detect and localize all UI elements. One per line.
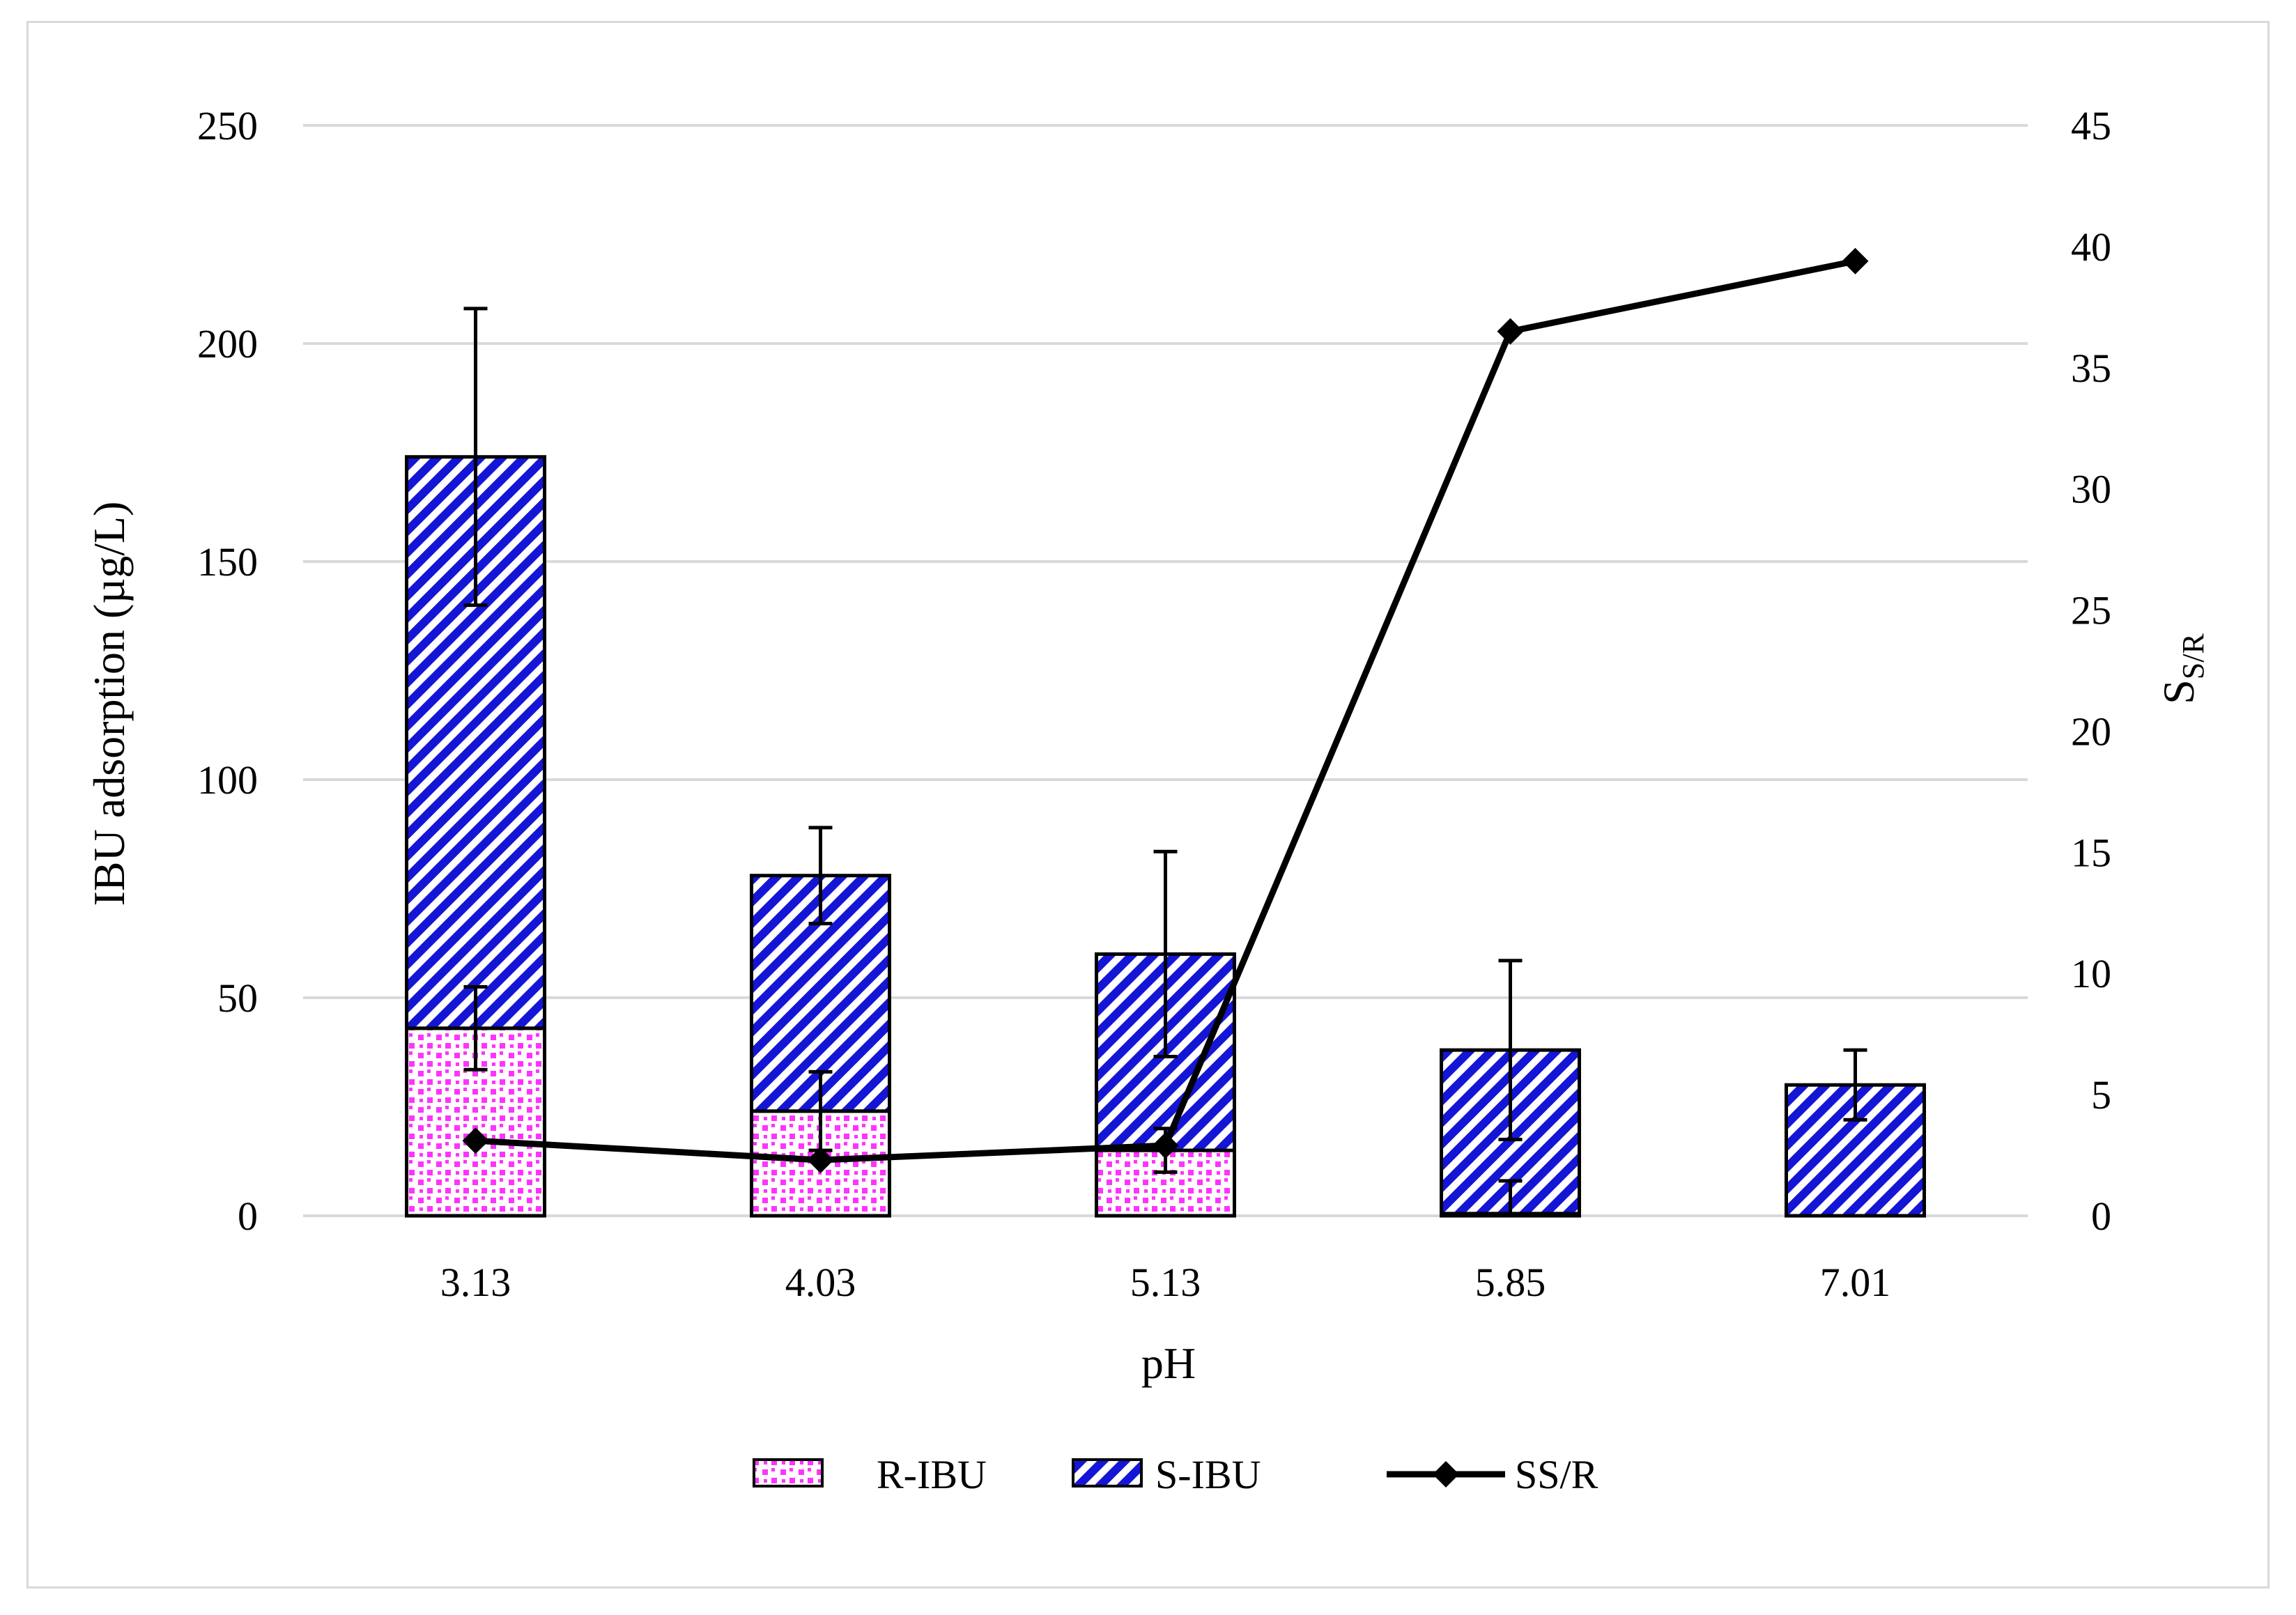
y-right-tick-label: 45: [2071, 103, 2111, 148]
y-right-tick-label: 20: [2071, 709, 2111, 754]
y-right-axis-title-main: S: [2154, 679, 2203, 704]
y-left-tick-label: 250: [197, 103, 258, 148]
axis-labels: 0 50 100 150 200 250 0 5 10 15 20 25 30 35 40 45 3.13 4.0…: [197, 103, 2111, 1305]
y-left-tick-label: 150: [197, 539, 258, 585]
y-right-axis-title-sub: S/R: [2176, 633, 2210, 680]
error-bars: [463, 307, 1867, 1218]
y-right-axis-title: SS/R: [2154, 633, 2210, 704]
y-right-tick-label: 0: [2091, 1193, 2111, 1239]
legend: R-IBU S-IBU SS/R: [753, 1452, 1598, 1497]
ratio-line: [462, 247, 1869, 1174]
ratio-marker: [807, 1147, 834, 1174]
chart-frame: [26, 21, 2270, 1589]
legend-label-r-ibu: R-IBU: [877, 1452, 987, 1497]
y-right-tick-label: 5: [2091, 1072, 2111, 1118]
legend-swatch-s-ibu: [1072, 1458, 1143, 1488]
x-axis-title: pH: [1141, 1338, 1196, 1388]
ratio-marker: [462, 1127, 489, 1154]
legend-label-ssr: SS/R: [1515, 1452, 1598, 1497]
y-right-tick-label: 15: [2071, 830, 2111, 875]
bars: [405, 455, 1926, 1218]
x-tick-label: 5.13: [1130, 1260, 1201, 1305]
y-left-tick-label: 100: [197, 757, 258, 803]
legend-swatch-r-ibu: [753, 1458, 824, 1488]
y-right-tick-label: 40: [2071, 224, 2111, 270]
x-tick-label: 4.03: [785, 1260, 856, 1305]
x-tick-label: 3.13: [440, 1260, 511, 1305]
x-tick-label: 5.85: [1475, 1260, 1546, 1305]
y-left-axis-title: IBU adsorption (µg/L): [84, 502, 134, 906]
ratio-marker: [1842, 247, 1869, 275]
y-left-tick-label: 50: [217, 975, 258, 1021]
legend-marker-ssr: [1433, 1461, 1459, 1488]
ratio-marker: [1152, 1132, 1179, 1159]
y-right-tick-label: 30: [2071, 467, 2111, 512]
y-left-tick-label: 0: [238, 1193, 258, 1239]
y-right-tick-label: 10: [2071, 951, 2111, 996]
x-tick-label: 7.01: [1820, 1260, 1891, 1305]
ratio-marker: [1497, 318, 1524, 345]
y-left-tick-label: 200: [197, 321, 258, 366]
legend-label-s-ibu: S-IBU: [1155, 1452, 1261, 1497]
y-right-tick-label: 25: [2071, 588, 2111, 633]
y-right-tick-label: 35: [2071, 346, 2111, 391]
